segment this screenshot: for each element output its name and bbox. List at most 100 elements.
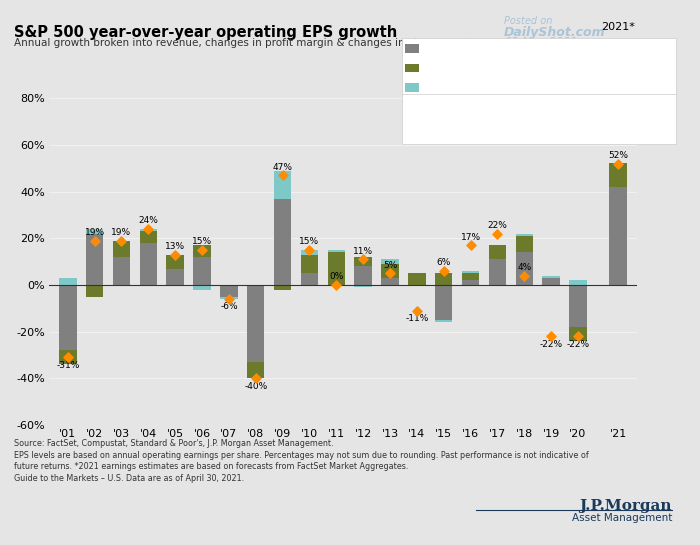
- Text: -31%: -31%: [56, 361, 80, 370]
- Text: 0%: 0%: [329, 272, 344, 281]
- Point: [519, 271, 530, 280]
- Bar: [86, 234, 104, 285]
- Bar: [515, 236, 533, 252]
- Text: 47%: 47%: [272, 162, 293, 172]
- Point: [465, 241, 476, 250]
- Point: [492, 229, 503, 238]
- Bar: [247, 362, 265, 378]
- Text: ◆: ◆: [407, 102, 416, 112]
- Bar: [113, 257, 130, 285]
- Bar: [220, 296, 237, 299]
- Text: 4%: 4%: [517, 263, 531, 272]
- Bar: [382, 259, 399, 264]
- Bar: [193, 285, 211, 289]
- Text: 10.1%: 10.1%: [575, 63, 605, 71]
- Point: [545, 332, 557, 341]
- Text: Avg. '01-20: Avg. '01-20: [612, 41, 668, 50]
- Bar: [462, 271, 480, 273]
- Text: 5%: 5%: [383, 261, 397, 270]
- Bar: [610, 164, 627, 187]
- Text: 2021*: 2021*: [601, 22, 635, 32]
- Text: Share of EPS growth: Share of EPS growth: [424, 41, 528, 50]
- Bar: [610, 187, 627, 285]
- Text: -22%: -22%: [566, 340, 589, 349]
- Bar: [86, 229, 104, 234]
- Text: 19%: 19%: [85, 228, 105, 237]
- Text: -40%: -40%: [244, 382, 267, 391]
- Point: [223, 295, 235, 304]
- Bar: [59, 350, 76, 365]
- Point: [573, 332, 584, 341]
- Text: 15%: 15%: [192, 238, 212, 246]
- Bar: [435, 285, 452, 320]
- Point: [612, 159, 624, 168]
- Bar: [542, 276, 560, 278]
- Text: 42.2%: 42.2%: [576, 43, 604, 52]
- Bar: [382, 264, 399, 278]
- Point: [169, 250, 181, 259]
- Text: Margin: Margin: [424, 43, 454, 52]
- Text: 51.8%: 51.8%: [575, 102, 605, 111]
- Text: 05-May-2021: 05-May-2021: [504, 37, 578, 46]
- Point: [277, 171, 288, 179]
- Bar: [247, 285, 265, 362]
- Point: [89, 236, 100, 245]
- Bar: [515, 252, 533, 285]
- Text: -0.5%: -0.5%: [577, 82, 603, 91]
- Text: 6.0%: 6.0%: [629, 102, 652, 111]
- Bar: [274, 171, 291, 198]
- Text: S&P 500 year-over-year operating EPS growth: S&P 500 year-over-year operating EPS gro…: [14, 25, 398, 40]
- Bar: [139, 243, 157, 285]
- Bar: [113, 240, 130, 257]
- Text: Revenue: Revenue: [424, 63, 463, 71]
- Bar: [435, 320, 452, 322]
- Bar: [220, 285, 237, 296]
- Point: [304, 246, 315, 255]
- Text: Share Count: Share Count: [424, 82, 480, 91]
- Bar: [328, 250, 345, 252]
- Bar: [382, 278, 399, 285]
- Text: Source: FactSet, Compustat, Standard & Poor's, J.P. Morgan Asset Management.
EPS: Source: FactSet, Compustat, Standard & P…: [14, 439, 589, 483]
- Bar: [139, 231, 157, 243]
- Text: 11%: 11%: [353, 247, 373, 256]
- Text: 17%: 17%: [461, 233, 481, 242]
- Point: [116, 236, 127, 245]
- Bar: [59, 278, 76, 285]
- Bar: [274, 285, 291, 289]
- Bar: [193, 257, 211, 285]
- Bar: [489, 259, 506, 285]
- Bar: [354, 267, 372, 285]
- Point: [62, 353, 74, 362]
- Text: -6%: -6%: [220, 302, 238, 312]
- Bar: [328, 252, 345, 285]
- Point: [197, 246, 208, 255]
- Bar: [167, 255, 184, 269]
- Bar: [462, 273, 480, 280]
- Point: [330, 281, 342, 289]
- Bar: [193, 245, 211, 257]
- Bar: [542, 278, 560, 285]
- Point: [411, 306, 422, 315]
- Bar: [569, 327, 587, 341]
- Text: Posted on: Posted on: [504, 16, 552, 26]
- Bar: [274, 198, 291, 285]
- Text: 22%: 22%: [487, 221, 508, 230]
- Bar: [59, 285, 76, 350]
- Point: [358, 255, 369, 264]
- Text: DailyShot.com: DailyShot.com: [504, 26, 606, 39]
- Text: 24%: 24%: [139, 216, 158, 226]
- Bar: [301, 255, 318, 273]
- Point: [143, 225, 154, 233]
- Text: -22%: -22%: [540, 340, 563, 349]
- Text: 13%: 13%: [165, 242, 186, 251]
- Bar: [354, 285, 372, 287]
- Text: 0.3%: 0.3%: [629, 82, 652, 91]
- Text: 2021*: 2021*: [575, 41, 605, 50]
- Text: 19%: 19%: [111, 228, 132, 237]
- Bar: [569, 280, 587, 285]
- Bar: [139, 229, 157, 231]
- Text: 2.8%: 2.8%: [629, 43, 652, 52]
- Bar: [610, 285, 627, 286]
- Text: -11%: -11%: [405, 314, 428, 323]
- Text: 3.0%: 3.0%: [629, 63, 652, 71]
